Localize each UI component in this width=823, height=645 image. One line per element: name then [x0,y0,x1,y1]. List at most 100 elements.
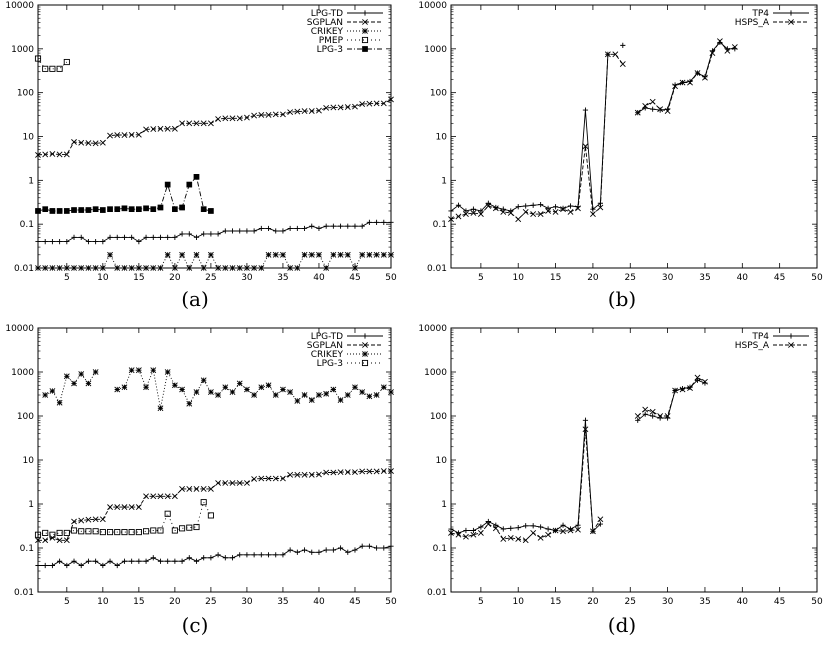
data-point [35,239,41,245]
data-point [330,547,336,553]
data-point [121,205,128,212]
data-point [294,265,301,271]
x-tick-label: 40 [737,273,749,283]
data-point [136,239,142,245]
data-point [650,413,656,419]
data-point [171,527,178,534]
data-point [121,384,128,391]
data-point [193,120,200,127]
x-tick-label: 50 [385,597,397,607]
data-point [93,239,99,245]
series-crikey [42,367,394,412]
data-point [508,525,514,531]
data-point [251,228,257,234]
legend-label: LPG-3 [317,45,343,55]
series-tp4 [448,377,708,536]
data-point [507,210,514,216]
data-point [273,552,279,558]
x-tick-label: 40 [313,273,325,283]
data-point [301,225,308,232]
legend-marker [362,333,368,339]
x-tick-label: 50 [811,597,823,607]
data-point [687,79,693,86]
panel-caption: (c) [182,613,209,637]
series-line [450,53,624,220]
data-point [330,469,337,476]
data-point [258,552,264,558]
data-point [664,108,671,115]
x-tick-label: 5 [64,597,70,607]
data-point [70,527,78,534]
data-point [222,480,229,486]
data-point [590,206,596,212]
x-tick-label: 15 [550,597,561,607]
data-point [309,549,315,555]
data-point [237,228,243,234]
x-tick-label: 10 [97,273,109,283]
data-point [143,265,149,271]
data-point [359,389,366,395]
series-hsps-a [448,38,738,223]
panel-caption: (a) [181,287,209,311]
x-tick-label: 10 [97,597,109,607]
data-point [186,400,193,407]
data-point [359,543,365,549]
data-point [258,265,265,271]
data-point [34,55,42,62]
data-point [244,228,250,234]
data-point [78,265,85,271]
data-point [597,204,604,211]
series-line [37,99,392,156]
data-point [582,417,589,423]
data-point [265,475,272,482]
data-point [575,526,581,533]
data-point [222,555,228,561]
data-point [251,552,257,558]
y-tick-label: 0.1 [20,220,34,230]
data-point [301,251,308,258]
data-point [85,516,92,523]
data-point [251,476,258,482]
x-tick-label: 40 [313,597,325,607]
data-point [470,531,477,538]
data-point [724,47,731,54]
x-tick-label: 5 [478,273,484,283]
data-point [179,120,186,127]
data-point [294,549,300,555]
x-tick-label: 10 [512,597,524,607]
data-point [92,206,99,213]
legend-marker [362,342,368,348]
y-tick-label: 0.1 [20,544,34,554]
data-point [49,562,56,569]
data-point [236,380,243,387]
data-point [56,65,63,72]
data-point [128,504,135,511]
data-point [308,471,315,478]
data-point [560,206,566,213]
data-point [373,468,380,475]
data-point [352,223,358,229]
data-point [57,239,63,245]
data-point [337,223,344,229]
y-tick-label: 1000 [11,368,34,378]
data-point [287,265,294,271]
data-point [135,504,142,511]
data-point [316,549,322,555]
data-point [258,112,265,118]
data-point [380,251,387,258]
data-point [135,131,142,138]
data-point [552,204,559,210]
legend-marker [361,36,369,44]
data-point [515,525,521,531]
data-point [352,103,358,110]
data-point [301,392,308,398]
data-point [165,234,171,240]
data-point [229,480,236,486]
legend-marker [362,19,368,25]
data-point [530,530,537,536]
data-point [604,51,611,58]
x-tick-label: 15 [133,273,144,283]
data-point [620,42,626,48]
data-point [280,552,286,558]
data-point [560,528,566,535]
